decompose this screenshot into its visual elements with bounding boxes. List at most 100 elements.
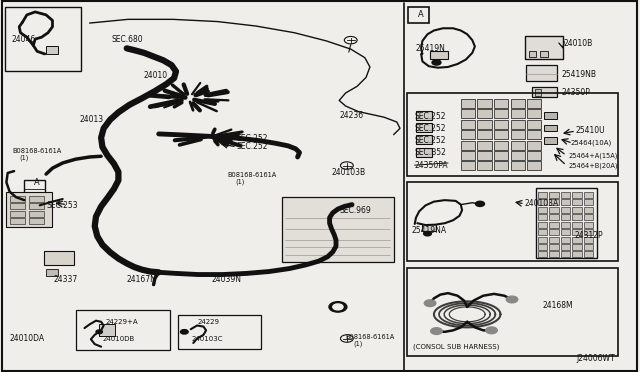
Bar <box>461 151 475 160</box>
Bar <box>561 199 570 205</box>
Bar <box>527 141 541 150</box>
Bar <box>10 203 25 209</box>
Text: 25419NB: 25419NB <box>562 70 597 79</box>
Bar <box>549 222 559 228</box>
Text: 24010: 24010 <box>144 71 168 80</box>
Bar <box>408 7 429 23</box>
Text: 24236: 24236 <box>339 111 364 120</box>
Bar <box>46 269 58 276</box>
Circle shape <box>340 162 353 169</box>
Circle shape <box>476 201 484 206</box>
Bar <box>572 244 582 250</box>
Text: (1): (1) <box>353 340 363 347</box>
Bar <box>538 199 547 205</box>
Bar <box>527 120 541 129</box>
Bar <box>511 120 525 129</box>
Bar <box>407 268 618 356</box>
Text: 24350P: 24350P <box>562 88 591 97</box>
Text: J24006WT: J24006WT <box>576 355 614 363</box>
Bar <box>584 244 593 250</box>
Text: (1): (1) <box>19 155 29 161</box>
Circle shape <box>432 60 441 65</box>
Bar <box>538 251 547 257</box>
Bar <box>527 130 541 139</box>
Circle shape <box>344 36 357 44</box>
Bar <box>10 196 25 202</box>
Bar <box>527 99 541 108</box>
Bar <box>561 251 570 257</box>
Circle shape <box>180 330 188 334</box>
Bar <box>46 46 58 54</box>
Bar <box>540 51 548 57</box>
Bar <box>549 251 559 257</box>
Bar <box>584 229 593 235</box>
Bar <box>10 218 25 224</box>
Text: 24350PA: 24350PA <box>415 161 449 170</box>
Bar <box>538 222 547 228</box>
Bar <box>24 180 45 197</box>
Text: 24010DB: 24010DB <box>102 336 134 341</box>
Text: 24013: 24013 <box>80 115 104 124</box>
Bar <box>416 135 432 144</box>
Text: 25464+B(20A): 25464+B(20A) <box>568 162 618 169</box>
Bar <box>561 244 570 250</box>
Text: 24337: 24337 <box>53 275 77 284</box>
Bar <box>477 99 492 108</box>
Bar <box>477 141 492 150</box>
Bar <box>407 93 618 176</box>
Bar <box>532 87 557 97</box>
Text: B08168-6161A: B08168-6161A <box>13 148 62 154</box>
Bar <box>544 112 557 119</box>
Circle shape <box>329 302 347 312</box>
Bar <box>561 222 570 228</box>
Text: 24010B: 24010B <box>563 39 593 48</box>
Text: SEC.969: SEC.969 <box>339 206 371 215</box>
Bar <box>461 141 475 150</box>
Bar <box>549 214 559 220</box>
Bar <box>527 151 541 160</box>
Bar <box>572 229 582 235</box>
Circle shape <box>96 330 102 334</box>
Text: 240103B: 240103B <box>332 168 365 177</box>
Bar <box>477 120 492 129</box>
Text: B08168-6161A: B08168-6161A <box>346 334 395 340</box>
Bar <box>527 109 541 118</box>
Bar <box>538 207 547 213</box>
Bar <box>494 161 508 170</box>
Bar <box>538 229 547 235</box>
Bar <box>535 89 541 96</box>
Bar <box>525 36 563 59</box>
Text: 24010DA: 24010DA <box>10 334 45 343</box>
Text: 240103C: 240103C <box>192 336 223 341</box>
Text: SEC.B52: SEC.B52 <box>415 148 447 157</box>
Bar <box>6 192 52 227</box>
Bar <box>511 130 525 139</box>
Text: SEC.252: SEC.252 <box>237 134 268 143</box>
Bar <box>584 214 593 220</box>
Bar <box>538 237 547 243</box>
Bar <box>538 192 547 198</box>
Bar <box>494 141 508 150</box>
Text: 24167N: 24167N <box>127 275 157 284</box>
Circle shape <box>424 231 431 236</box>
Bar <box>477 151 492 160</box>
Text: A: A <box>34 178 40 187</box>
Bar <box>477 161 492 170</box>
Bar <box>407 182 618 261</box>
Bar <box>549 237 559 243</box>
Bar <box>584 192 593 198</box>
Bar <box>549 207 559 213</box>
Bar <box>561 229 570 235</box>
Text: 24039N: 24039N <box>211 275 241 284</box>
Circle shape <box>340 335 353 342</box>
Bar <box>76 310 170 350</box>
Bar <box>178 315 261 349</box>
Bar <box>572 251 582 257</box>
Bar <box>572 237 582 243</box>
Text: B08168-6161A: B08168-6161A <box>227 172 276 178</box>
Text: SEC.252: SEC.252 <box>415 112 446 121</box>
Bar <box>511 99 525 108</box>
Bar <box>29 211 44 217</box>
Circle shape <box>333 304 343 310</box>
Text: 24229+A: 24229+A <box>106 319 138 325</box>
